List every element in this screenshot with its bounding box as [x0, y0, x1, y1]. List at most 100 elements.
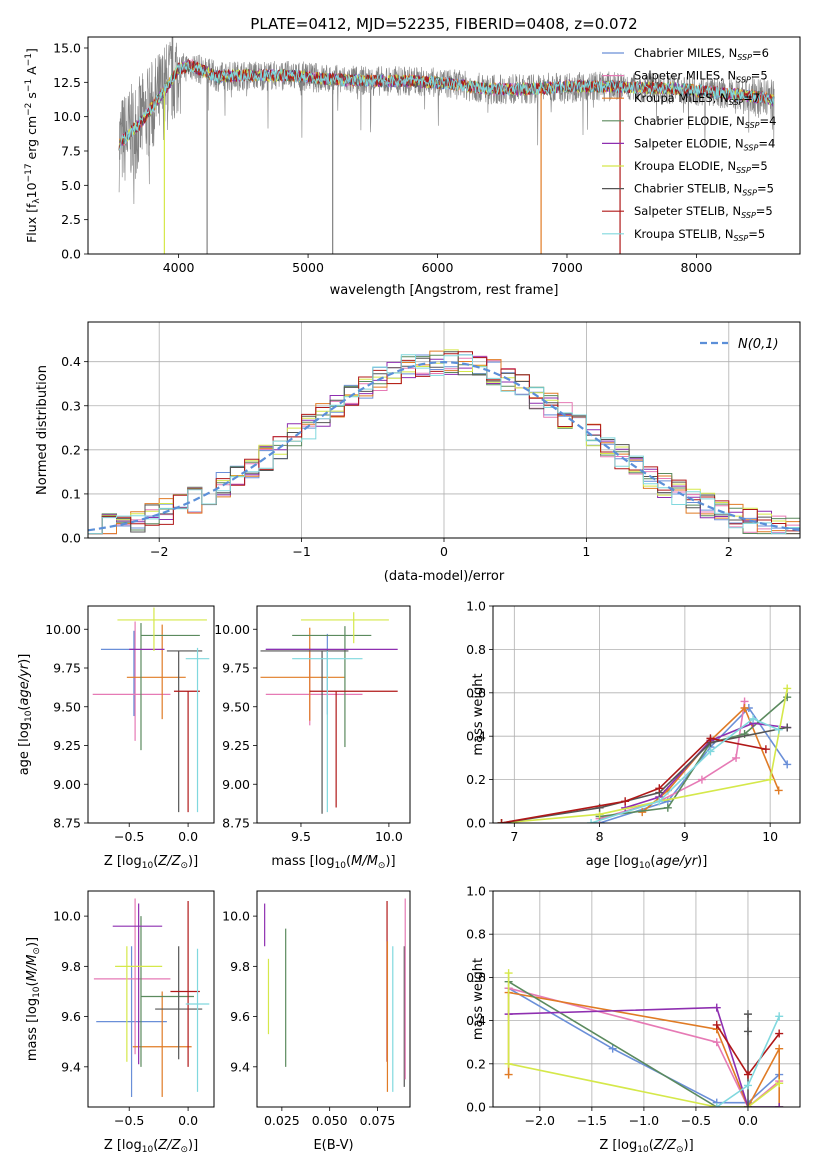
marker — [587, 819, 596, 823]
gaussian-legend-label: N(0,1) — [738, 337, 779, 352]
series-salpeter_stelib — [712, 1020, 784, 1079]
marker — [712, 1038, 721, 1047]
marker — [504, 969, 513, 978]
x-tick-label: 0.0 — [178, 1113, 198, 1128]
x-tick-label: −2 — [150, 544, 168, 559]
legend-sub: SSP — [734, 234, 749, 243]
mass_weight_age-marks — [497, 684, 792, 823]
spectrum-marks — [118, 37, 775, 254]
x-tick-label: −2.0 — [525, 1113, 555, 1128]
legend-tail: =4 — [758, 136, 775, 150]
marker — [608, 1044, 617, 1053]
y-tick-label: 0.8 — [466, 642, 486, 657]
y-tick-label: 2.5 — [61, 212, 81, 227]
x-axis-label: age [log10(age/yr)] — [586, 854, 708, 871]
x-tick-label: −1.5 — [577, 1113, 607, 1128]
legend-tail: =5 — [756, 204, 773, 218]
axes-frame — [256, 890, 411, 1108]
panel-mass_weight_age: 7 8 9 10 0.0 0.2 0.4 0.6 0.8 1.0 — [466, 599, 801, 844]
panel-mass_vs_ebv: 0.025 0.050 0.075 9.4 9.6 9.8 10.0 — [222, 890, 411, 1128]
y-tick-label: 9.8 — [61, 959, 81, 974]
y-tick-label: 5.0 — [61, 178, 81, 193]
model-salpeter_stelib — [118, 58, 774, 151]
panel-spectrum: 4000 5000 6000 7000 8000 0.0 2.5 5.0 7.5 10.0 12.5… — [53, 36, 801, 275]
marker — [743, 1081, 752, 1090]
x-tick-label: −0.5 — [114, 829, 144, 844]
marker — [749, 714, 758, 723]
legend-sub: SSP — [742, 189, 757, 198]
series-kroupa_stelib — [712, 1012, 784, 1107]
x-tick-label: 0 — [440, 544, 448, 559]
errorbar-salpeter_elodie — [112, 903, 163, 1065]
x-tick-label: 7000 — [551, 260, 583, 275]
series-salpeter_miles — [595, 697, 749, 823]
marker — [712, 1020, 721, 1029]
figure-title: PLATE=0412, MJD=52235, FIBERID=0408, z=0… — [250, 15, 637, 33]
y-tick-label: 9.25 — [53, 738, 81, 753]
x-tick-label: 0.0 — [178, 829, 198, 844]
y-tick-label: 1.0 — [466, 599, 486, 614]
y-tick-label: 15.0 — [53, 40, 81, 55]
y-tick-label: 1.0 — [466, 884, 486, 899]
y-tick-label: 0.0 — [61, 247, 81, 262]
y-tick-label: 10.0 — [53, 109, 81, 124]
y-tick-label: 0.2 — [466, 1056, 486, 1071]
y-tick-label: 8.75 — [53, 816, 81, 831]
y-tick-label: 7.5 — [61, 143, 81, 158]
marker — [783, 684, 792, 693]
errorbar-chabrier_miles — [265, 633, 328, 715]
y-tick-label: 0.0 — [61, 531, 81, 546]
errorbar-kroupa_miles — [260, 627, 345, 721]
y-tick-label: 9.4 — [61, 1059, 81, 1074]
legend-sub: SSP — [744, 143, 759, 152]
x-tick-label: 10.0 — [375, 829, 403, 844]
marker — [663, 803, 672, 812]
x-axis-label: (data-model)/error — [384, 569, 505, 584]
errorbar-chabrier_stelib — [166, 650, 203, 813]
legend-text: Kroupa STELIB, N — [634, 227, 734, 241]
panel-residuals: −2 −1 0 1 2 0.0 0.1 0.2 0.3 0.4 — [61, 321, 801, 559]
x-tick-label: 4000 — [163, 260, 195, 275]
x-tick-label: 8 — [596, 829, 604, 844]
x-tick-label: 0.050 — [312, 1113, 348, 1128]
y-tick-label: 0.3 — [61, 398, 81, 413]
legend-text: Salpeter ELODIE, N — [634, 136, 744, 150]
marker — [743, 1010, 752, 1019]
y-tick-label: 8.75 — [222, 816, 250, 831]
marker — [774, 786, 783, 795]
y-tick-label: 0.6 — [466, 970, 486, 985]
legend-tail: =5 — [757, 182, 774, 196]
y-tick-label: 9.75 — [222, 661, 250, 676]
errorbar-kroupa_elodie — [117, 607, 207, 651]
mass_weight_Z-marks — [504, 969, 784, 1107]
legend-sub: SSP — [737, 53, 752, 62]
legend-sub: SSP — [745, 121, 760, 130]
y-tick-label: 0.2 — [61, 442, 81, 457]
x-tick-label: 8000 — [681, 260, 713, 275]
marker — [621, 797, 630, 806]
marker — [766, 775, 775, 784]
panel-mass_vs_Z: −0.5 0.0 9.4 9.6 9.8 10.0 — [53, 890, 215, 1128]
marker — [655, 797, 664, 806]
y-tick-label: 0.0 — [466, 816, 486, 831]
legend-label-kroupa_stelib: Kroupa STELIB, NSSP=5 — [634, 227, 765, 243]
y-tick-label: 9.4 — [230, 1059, 250, 1074]
y-tick-label: 9.00 — [222, 777, 250, 792]
x-tick-label: 5000 — [292, 260, 324, 275]
marker — [743, 1070, 752, 1079]
y-tick-label: 0.1 — [61, 486, 81, 501]
panel-age_vs_mass: 9.5 10.0 8.75 9.00 9.25 9.50 9.75 10.00 — [214, 605, 411, 844]
x-tick-label: 10 — [762, 829, 778, 844]
x-axis-label: mass [log10(M/M⊙)] — [271, 854, 395, 871]
legend-tail: =6 — [752, 46, 769, 60]
legend-label-chabrier_stelib: Chabrier STELIB, NSSP=5 — [634, 182, 774, 198]
y-tick-label: 10.0 — [222, 909, 250, 924]
y-axis-label: mass [log10(M/M⊙)] — [25, 937, 42, 1061]
y-tick-label: 9.75 — [53, 661, 81, 676]
legend-sub: SSP — [741, 211, 756, 220]
marker — [740, 703, 749, 712]
marker — [783, 693, 792, 702]
marker — [775, 1029, 784, 1038]
